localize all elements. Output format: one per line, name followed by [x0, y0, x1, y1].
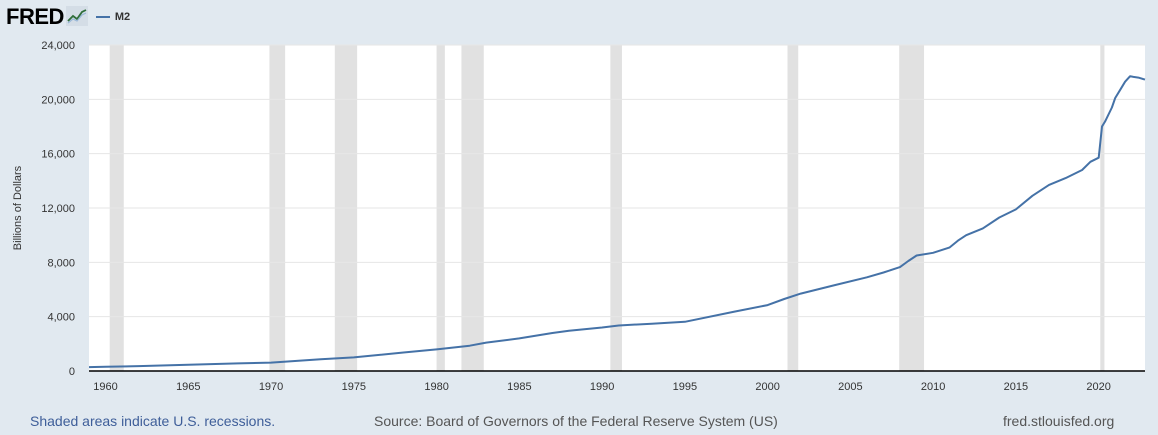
x-tick-labels: 1960 1965 1970 1975 1980 1985 1990 1995 2000 2005…	[93, 381, 1111, 393]
y-axis-title: Billions of Dollars	[12, 165, 24, 250]
y-tick-label: 12,000	[41, 203, 75, 215]
source-note: Source: Board of Governors of the Federa…	[374, 413, 778, 429]
series-layer	[88, 75, 1146, 369]
y-tick-label: 4,000	[47, 312, 75, 324]
x-tick-label: 1985	[507, 381, 531, 393]
header: FRED M2	[6, 4, 130, 30]
footer: Shaded areas indicate U.S. recessions. S…	[0, 410, 1158, 432]
x-tick-label: 1965	[176, 381, 200, 393]
series-line-m2[interactable]	[88, 75, 1146, 369]
x-tick-label: 2005	[838, 381, 862, 393]
x-tick-label: 1960	[93, 381, 117, 393]
x-tick-label: 1995	[673, 381, 697, 393]
legend-label-m2: M2	[114, 11, 131, 23]
gridlines	[89, 44, 1145, 318]
y-tick-labels: 0 4,000 8,000 12,000 16,000 20,000 24,000	[41, 40, 75, 378]
y-tick-label: 0	[69, 366, 75, 378]
fred-chart-icon	[65, 5, 88, 31]
x-tick-label: 1990	[590, 381, 614, 393]
x-tick-label: 1975	[342, 381, 366, 393]
x-tick-label: 1980	[424, 381, 448, 393]
x-tick-label: 2000	[755, 381, 779, 393]
y-tick-label: 8,000	[47, 257, 75, 269]
fred-logo[interactable]: FRED	[6, 4, 64, 29]
x-tick-label: 2010	[921, 381, 945, 393]
legend[interactable]: M2	[95, 11, 131, 23]
chart: 0 4,000 8,000 12,000 16,000 20,000 24,000 1960…	[12, 40, 1146, 393]
legend-swatch	[95, 16, 110, 18]
x-tick-label: 2020	[1086, 381, 1110, 393]
site-link[interactable]: fred.stlouisfed.org	[1003, 413, 1115, 429]
y-tick-label: 24,000	[41, 40, 75, 52]
y-tick-label: 20,000	[41, 94, 75, 106]
x-tick-label: 2015	[1004, 381, 1028, 393]
y-tick-label: 16,000	[41, 149, 75, 161]
x-tick-label: 1970	[259, 381, 283, 393]
recession-note: Shaded areas indicate U.S. recessions.	[30, 413, 276, 429]
